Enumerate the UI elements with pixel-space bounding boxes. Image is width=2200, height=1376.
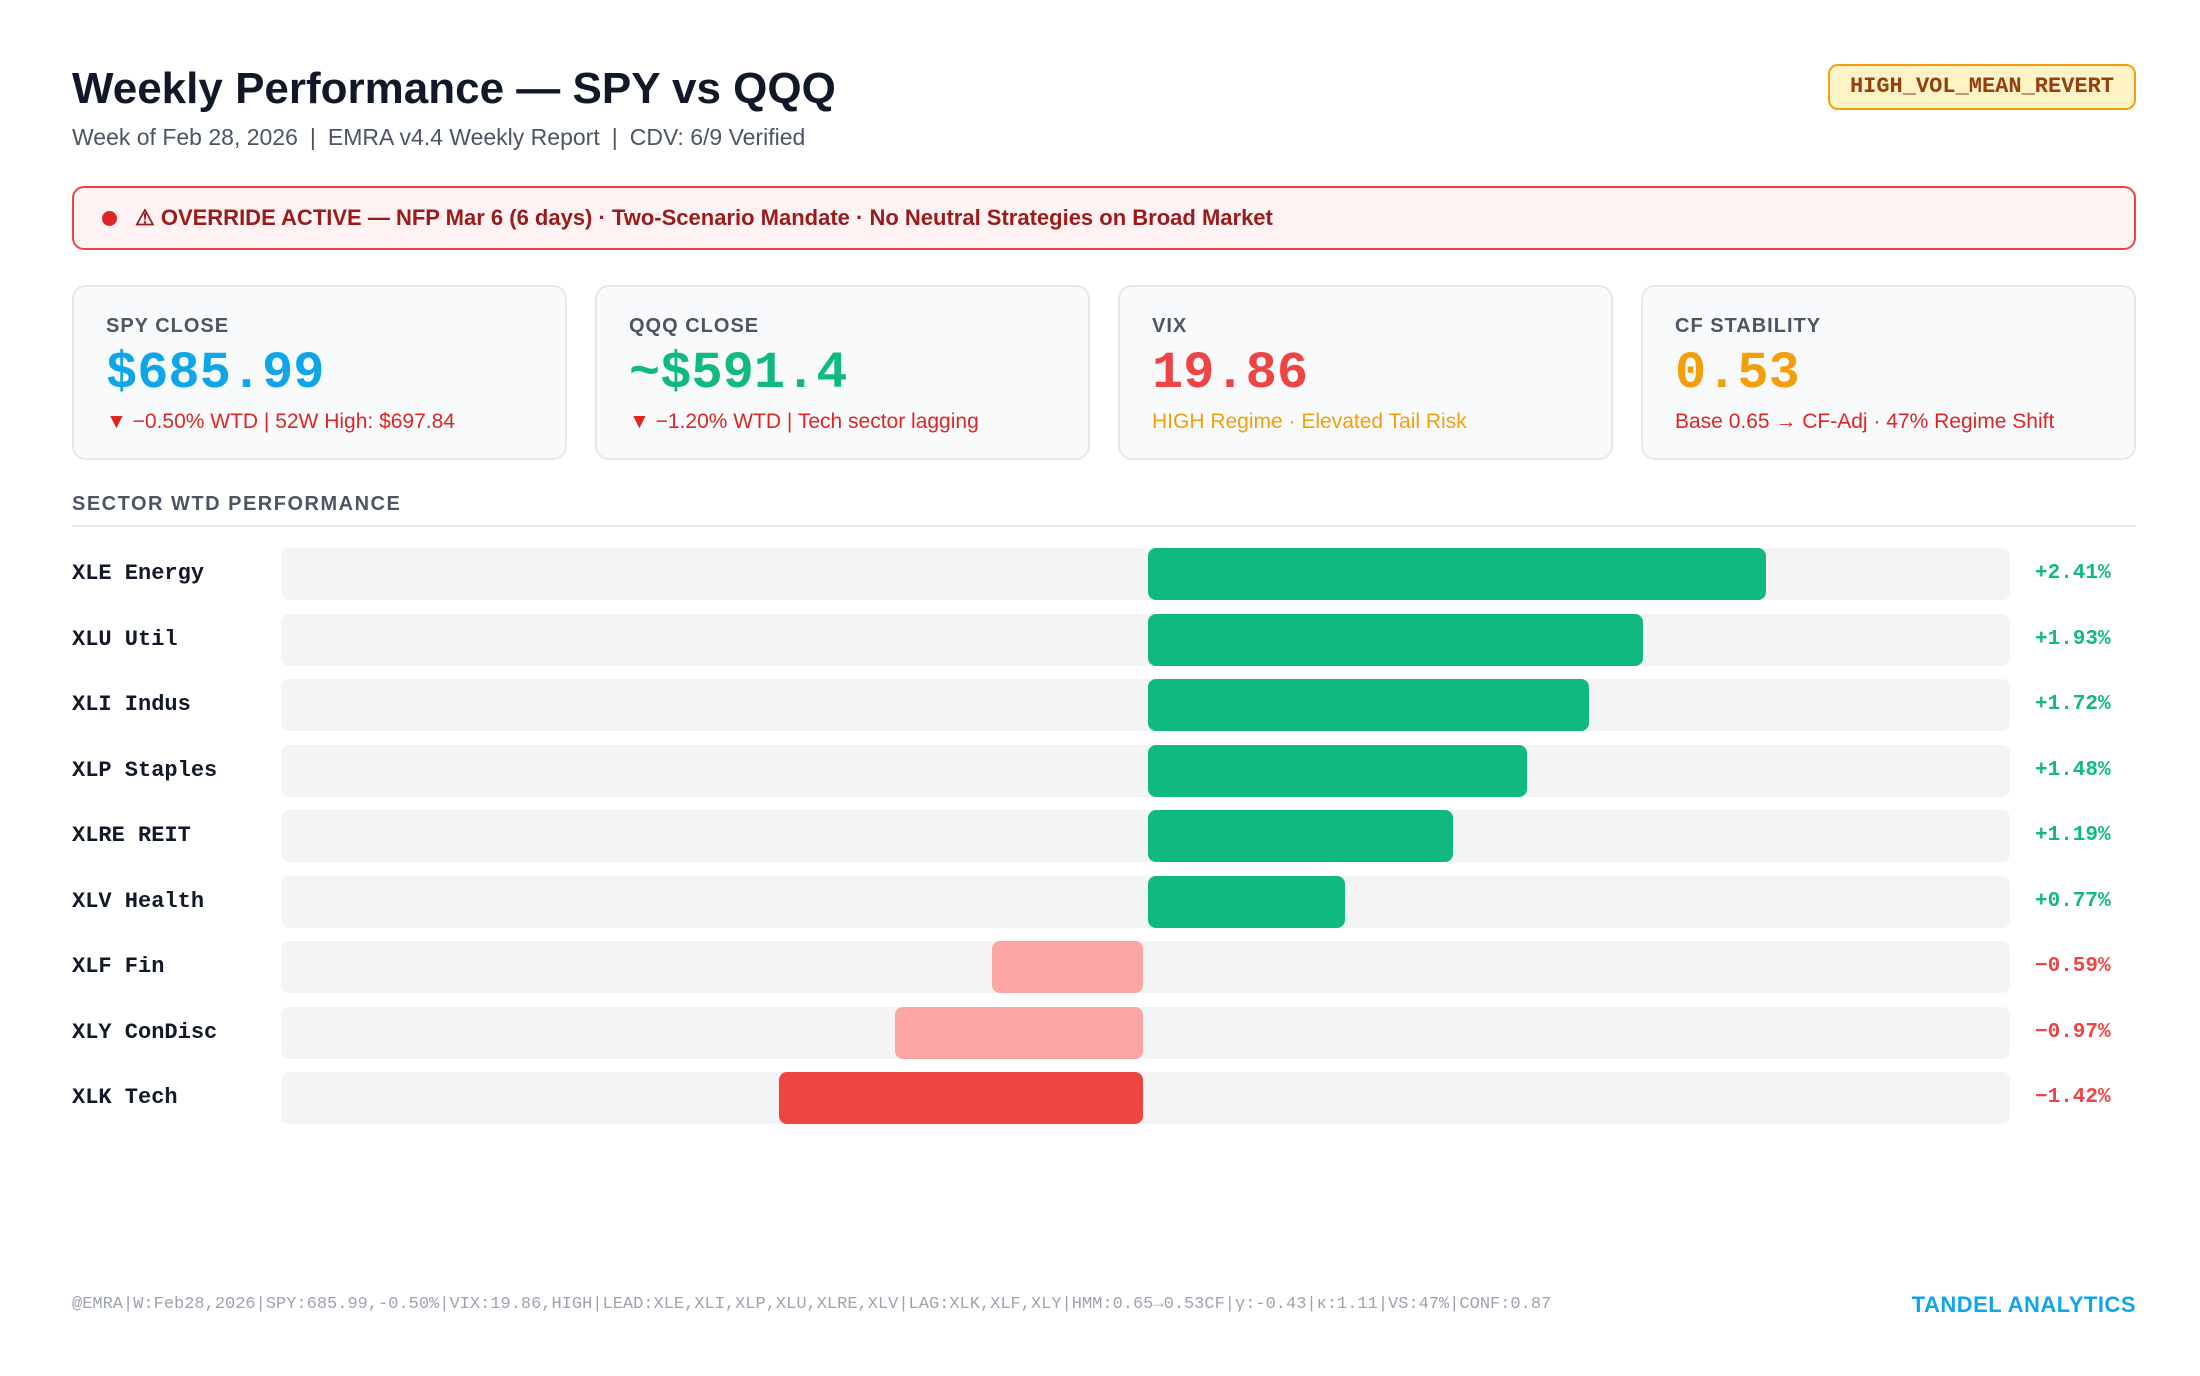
subtitle-week: Week of Feb 28, 2026 xyxy=(72,124,298,150)
alert-dot-icon xyxy=(102,210,117,226)
alert-text: ⚠ OVERRIDE ACTIVE — NFP Mar 6 (6 days) ·… xyxy=(135,205,1273,230)
sector-label: XLF Fin xyxy=(72,954,165,979)
regime-badge: HIGH_VOL_MEAN_REVERT xyxy=(1827,64,2136,110)
card-value: 19.86 xyxy=(1152,344,1309,403)
bar-track xyxy=(281,613,2010,666)
bar-track xyxy=(281,810,2010,862)
sector-row: XLK Tech −1.42% xyxy=(72,1072,2136,1124)
bar-track xyxy=(281,875,2010,928)
sector-label: XLP Staples xyxy=(72,757,218,783)
bar-track xyxy=(281,1006,2010,1059)
footer-code-string: @EMRA|W:Feb28,2026|SPY:685.99,-0.50%|VIX… xyxy=(72,1295,1552,1314)
sector-section-title: SECTOR WTD PERFORMANCE xyxy=(72,493,2136,527)
sector-bar xyxy=(1147,548,1766,600)
metric-cards: SPY CLOSE $685.99 ▼ −0.50% WTD | 52W Hig… xyxy=(72,285,2136,460)
sector-value-label: +1.48% xyxy=(2035,758,2111,782)
sector-value-label: −0.59% xyxy=(2035,955,2111,978)
subtitle-separator: | xyxy=(309,124,316,150)
bar-track xyxy=(281,1072,2010,1124)
report-page: Weekly Performance — SPY vs QQQ Week of … xyxy=(72,0,2136,1376)
metric-card-vix: VIX 19.86 HIGH Regime · Elevated Tail Ri… xyxy=(1118,285,1613,460)
sector-row: XLY ConDisc −0.97% xyxy=(72,1006,2136,1059)
sector-bar xyxy=(1147,744,1528,797)
sector-label: XLE Energy xyxy=(72,561,205,586)
sector-value-label: +1.72% xyxy=(2035,693,2111,716)
sector-bar xyxy=(992,941,1144,993)
metric-card-cf-stability: CF STABILITY 0.53 Base 0.65 → CF-Adj · 4… xyxy=(1641,285,2136,460)
card-label: VIX xyxy=(1152,315,1188,337)
card-subtext: Base 0.65 → CF-Adj · 47% Regime Shift xyxy=(1675,410,2055,433)
sector-row: XLU Util +1.93% xyxy=(72,613,2136,666)
sector-row: XLI Indus +1.72% xyxy=(72,679,2136,731)
metric-card-spy-close: SPY CLOSE $685.99 ▼ −0.50% WTD | 52W Hig… xyxy=(72,285,567,460)
sector-value-label: −0.97% xyxy=(2035,1020,2111,1044)
bar-track xyxy=(281,744,2010,797)
report-footer: @EMRA|W:Feb28,2026|SPY:685.99,-0.50%|VIX… xyxy=(72,1290,2136,1320)
sector-bar xyxy=(1147,875,1346,928)
page-title: Weekly Performance — SPY vs QQQ xyxy=(72,64,836,113)
bar-track xyxy=(281,679,2010,731)
subtitle-separator: | xyxy=(611,124,618,150)
subtitle-cdv: CDV: 6/9 Verified xyxy=(629,124,806,150)
override-alert-banner: ⚠ OVERRIDE ACTIVE — NFP Mar 6 (6 days) ·… xyxy=(72,186,2136,250)
sector-bar xyxy=(779,1072,1144,1124)
card-label: QQQ CLOSE xyxy=(629,315,760,337)
card-value: ~$591.4 xyxy=(629,344,848,403)
sector-bar xyxy=(1147,679,1589,731)
sector-bar xyxy=(1147,613,1643,666)
sector-row: XLP Staples +1.48% xyxy=(72,744,2136,797)
metric-card-qqq-close: QQQ CLOSE ~$591.4 ▼ −1.20% WTD | Tech se… xyxy=(595,285,1090,460)
sector-bar xyxy=(1147,810,1453,862)
card-subtext: ▼ −1.20% WTD | Tech sector lagging xyxy=(629,410,979,433)
report-header: Weekly Performance — SPY vs QQQ Week of … xyxy=(72,62,2136,162)
card-label: CF STABILITY xyxy=(1675,315,1822,337)
bar-track xyxy=(281,941,2010,993)
bar-track xyxy=(281,548,2010,600)
sector-label: XLI Indus xyxy=(72,692,191,717)
card-value: 0.53 xyxy=(1675,344,1800,403)
card-subtext: HIGH Regime · Elevated Tail Risk xyxy=(1152,410,1467,433)
card-value: $685.99 xyxy=(106,344,325,403)
sector-label: XLY ConDisc xyxy=(72,1019,218,1045)
subtitle-report: EMRA v4.4 Weekly Report xyxy=(327,124,600,150)
sector-value-label: +2.41% xyxy=(2035,562,2111,585)
card-label: SPY CLOSE xyxy=(106,315,230,337)
sector-value-label: +1.19% xyxy=(2035,824,2111,847)
page-subtitle: Week of Feb 28, 2026 | EMRA v4.4 Weekly Re… xyxy=(72,120,2136,154)
sector-row: XLE Energy +2.41% xyxy=(72,548,2136,600)
sector-row: XLV Health +0.77% xyxy=(72,875,2136,928)
sector-row: XLRE REIT +1.19% xyxy=(72,810,2136,862)
sector-label: XLK Tech xyxy=(72,1085,178,1110)
footer-brand: TANDEL ANALYTICS xyxy=(1911,1292,2136,1317)
sector-value-label: −1.42% xyxy=(2035,1086,2111,1109)
sector-row: XLF Fin −0.59% xyxy=(72,941,2136,993)
sector-bar xyxy=(894,1006,1144,1059)
sector-label: XLV Health xyxy=(72,888,205,914)
sector-label: XLRE REIT xyxy=(72,823,191,848)
sector-value-label: +1.93% xyxy=(2035,627,2111,651)
card-subtext: ▼ −0.50% WTD | 52W High: $697.84 xyxy=(106,410,455,433)
sector-label: XLU Util xyxy=(72,626,178,652)
sector-value-label: +0.77% xyxy=(2035,889,2111,913)
